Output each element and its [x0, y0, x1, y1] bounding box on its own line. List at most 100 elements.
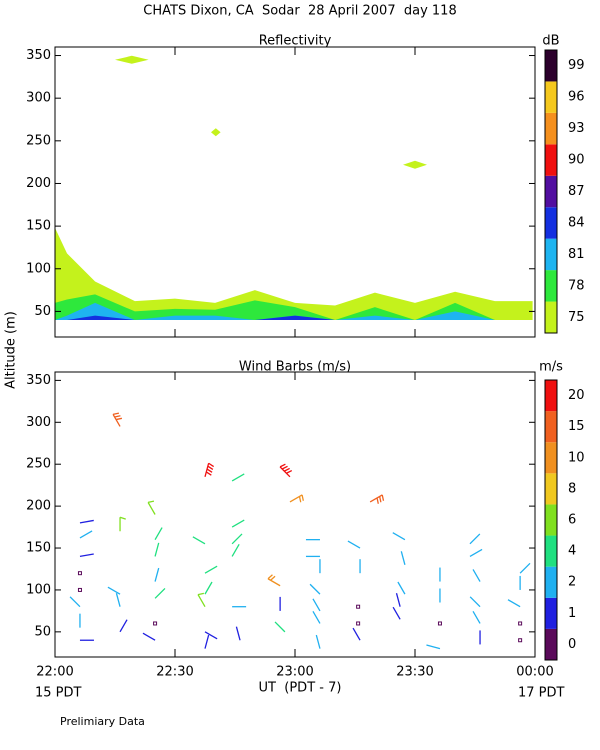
wind-barb [115, 593, 121, 607]
colorbar-swatch [545, 81, 557, 113]
x-sublabel: 15 PDT [35, 686, 82, 701]
calm-marker [153, 621, 158, 626]
plot-frame [54, 46, 536, 338]
wind-barb [112, 412, 123, 427]
wind-barb [352, 627, 361, 641]
wind-barb [204, 462, 215, 477]
contour-band [55, 315, 533, 320]
colorbar-label: 96 [568, 90, 585, 105]
y-tick-label: 50 [34, 624, 51, 639]
y-tick-label: 200 [26, 499, 51, 514]
wind-barb [69, 596, 81, 608]
colorbar-label: 84 [568, 215, 585, 230]
wind-barb [392, 606, 401, 620]
colorbar-swatch [545, 175, 557, 208]
wind-barb [472, 569, 481, 582]
colorbar-label: 90 [568, 153, 585, 168]
y-tick-label: 250 [26, 457, 51, 472]
colorbar-swatch [545, 597, 557, 629]
wind-barb [142, 632, 156, 641]
colorbar-swatch [545, 301, 557, 333]
wind-barb [231, 533, 243, 545]
wind-barb [154, 587, 166, 599]
colorbar-label: 0 [568, 637, 576, 652]
wind-barb [79, 519, 94, 524]
plot-area [69, 412, 531, 650]
colorbar-swatch [545, 380, 557, 412]
wind-barb [192, 536, 206, 545]
wind-barb [519, 562, 531, 574]
y-tick-label: 350 [26, 373, 51, 388]
colorbar-swatch [545, 473, 557, 505]
x-sublabel: 17 PDT [518, 686, 565, 701]
wind-barb [119, 516, 126, 532]
y-tick-label: 150 [26, 541, 51, 556]
wind-barb [274, 621, 286, 633]
calm-marker [437, 621, 442, 626]
colorbar-swatch [545, 628, 557, 660]
wind-barb [309, 583, 321, 595]
y-tick-label: 100 [26, 582, 51, 597]
wind-barb [154, 527, 163, 540]
footer-note: Prelimiary Data [60, 715, 145, 728]
wind-barb [426, 644, 441, 650]
colorbar-label: 75 [568, 310, 585, 325]
wind-barb [312, 598, 321, 612]
y-tick-label: 150 [26, 219, 51, 234]
wind-barb [347, 540, 361, 549]
figure-title: CHATS Dixon, CA Sodar 28 April 2007 day … [143, 4, 456, 19]
colorbar-label: 87 [568, 184, 585, 199]
calm-marker [77, 571, 82, 576]
wind-barb [289, 494, 304, 503]
contour-patch [403, 160, 427, 169]
calm-marker [518, 638, 523, 643]
colorbar-label: 20 [568, 388, 585, 403]
wind-barb [507, 599, 521, 608]
x-axis-label: UT (PDT - 7) [259, 681, 342, 696]
wind-barb [79, 530, 93, 539]
colorbar-label: 15 [568, 419, 585, 434]
colorbar-frame [544, 49, 558, 334]
wind-barb [469, 548, 483, 557]
y-tick-label: 100 [26, 261, 51, 276]
colorbar-label: 78 [568, 278, 585, 293]
wind-barb [147, 500, 156, 515]
wind-barb [204, 631, 218, 640]
calm-marker [356, 604, 361, 609]
wind-barb [231, 519, 245, 528]
wind-barb [369, 494, 385, 504]
colorbar-swatch [545, 112, 557, 145]
calm-marker [77, 587, 82, 592]
colorbar-swatch [545, 144, 557, 176]
wind-barb [469, 533, 481, 545]
colorbar-title: m/s [539, 360, 563, 375]
colorbar-swatch [545, 238, 557, 271]
wind-barb [397, 581, 406, 595]
colorbar-label: 4 [568, 544, 576, 559]
y-axis-label: Altitude (m) [4, 311, 19, 389]
y-tick-label: 200 [26, 176, 51, 191]
x-tick-label: 22:00 [36, 665, 73, 680]
colorbar-swatch [545, 566, 557, 598]
contour-patch [211, 128, 221, 137]
panel-title: Wind Barbs (m/s) [239, 360, 351, 375]
wind-barb [231, 473, 245, 482]
calm-marker [518, 621, 523, 626]
colorbar-swatch [545, 504, 557, 536]
wind-barb [154, 567, 160, 582]
wind-barb [235, 626, 241, 641]
colorbar-swatch [545, 411, 557, 443]
plot-area [55, 55, 533, 320]
wind-barb [395, 593, 401, 607]
colorbar-label: 6 [568, 513, 576, 528]
contour-patch [115, 55, 149, 64]
colorbar-swatch [545, 442, 557, 474]
y-tick-label: 350 [26, 48, 51, 63]
plot-frame [54, 371, 536, 658]
wind-barb [204, 565, 218, 574]
y-tick-label: 50 [34, 304, 51, 319]
y-tick-label: 250 [26, 133, 51, 148]
wind-barb [119, 619, 128, 633]
wind-barb [392, 532, 406, 541]
